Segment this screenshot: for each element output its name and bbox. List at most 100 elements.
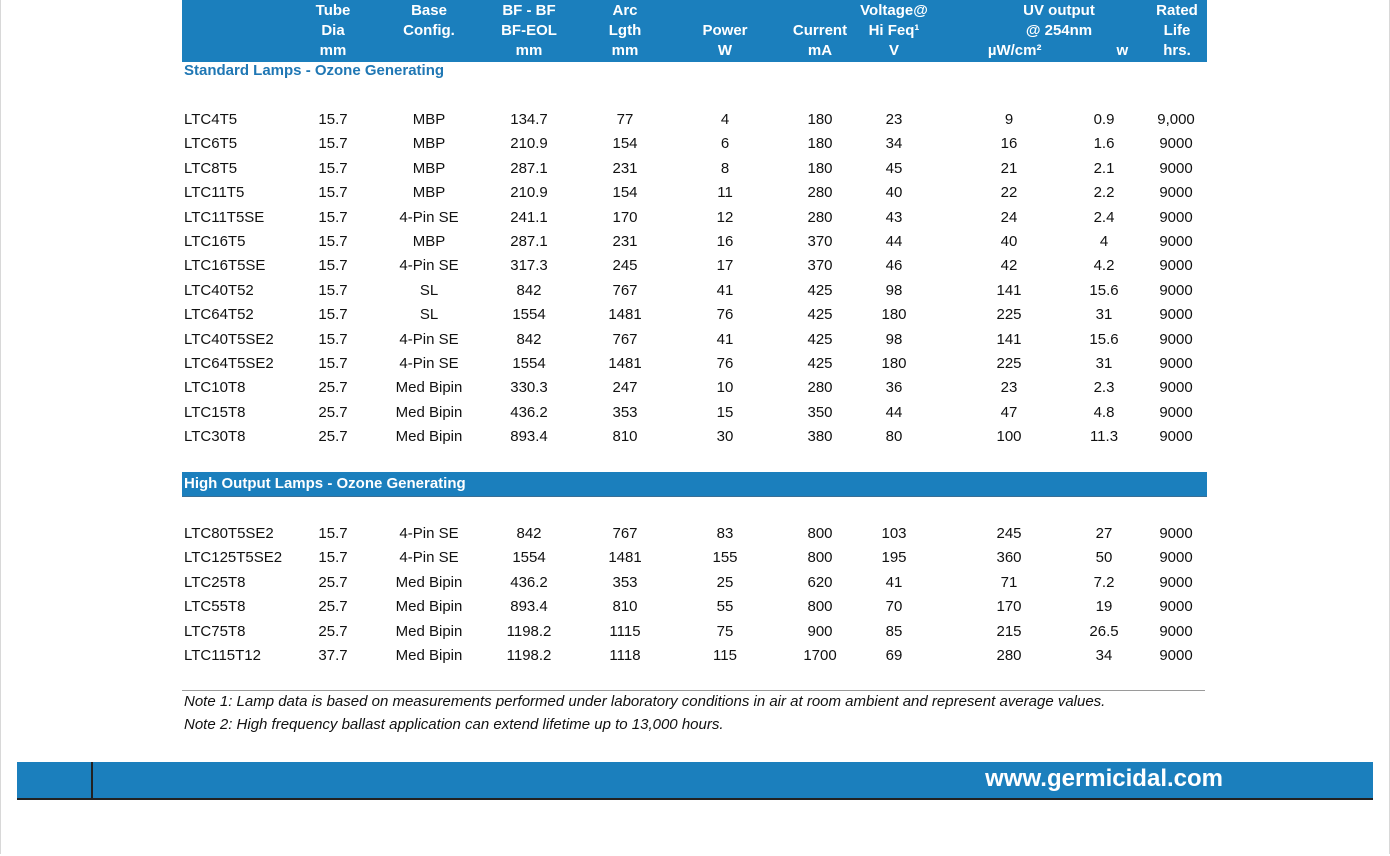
arc-length-cell: 767 (612, 330, 638, 348)
uv-output-cell: 225 (996, 306, 1022, 324)
bf-length-cell: 134.7 (510, 111, 548, 128)
arc-length-cell: 77 (616, 111, 634, 128)
power-cell: 16 (716, 233, 734, 250)
power-cell: 25 (716, 573, 734, 591)
power-cell: 76 (716, 355, 734, 372)
table-row: LTC16T5 15.7 MBP 287.1 231 16 370 44 40 4 9000 (0, 230, 1390, 254)
model-cell: LTC125T5SE2 (184, 549, 283, 567)
current-cell: 180 (807, 111, 833, 128)
rated-life-cell: 9000 (1159, 647, 1193, 664)
rated-life-cell: 9000 (1159, 598, 1193, 616)
note-1: Note 1: Lamp data is based on measuremen… (184, 693, 1106, 710)
rated-life-cell: 9000 (1159, 330, 1193, 348)
tube-dia-cell: 15.7 (318, 281, 348, 299)
base-config-cell: Med Bipin (395, 403, 463, 421)
uv-watts-cell: 50 (1095, 549, 1113, 567)
voltage-cell: 70 (885, 598, 903, 616)
rated-life-cell: 9000 (1159, 549, 1193, 567)
voltage-cell: 180 (881, 355, 907, 372)
bf-length-cell: 1554 (512, 549, 546, 567)
arc-length-cell: 810 (612, 428, 638, 446)
uv-watts-cell: 26.5 (1089, 622, 1119, 640)
bf-length-cell: 330.3 (510, 379, 548, 397)
model-cell: LTC55T8 (184, 598, 246, 616)
table-header: Tube Dia mm Base Config. BF - BF BF-EOL mm Ar… (182, 0, 1207, 62)
voltage-cell: 46 (885, 257, 903, 275)
base-config-cell: MBP (412, 135, 446, 153)
rated-life-cell: 9000 (1159, 428, 1193, 446)
uv-output-cell: 141 (996, 281, 1022, 299)
current-cell: 620 (807, 573, 833, 591)
voltage-cell: 45 (885, 159, 903, 177)
tube-dia-cell: 37.7 (318, 647, 348, 664)
current-cell: 280 (807, 184, 833, 202)
tube-dia-cell: 15.7 (318, 306, 348, 324)
uv-watts-cell: 4 (1099, 233, 1109, 250)
model-cell: LTC11T5 (184, 184, 245, 202)
header-uv-units: µW/cm² w (987, 42, 1129, 59)
voltage-cell: 69 (885, 647, 903, 664)
arc-length-cell: 1118 (609, 647, 641, 664)
bf-length-cell: 842 (516, 281, 542, 299)
uv-output-cell: 47 (1000, 403, 1018, 421)
footer-website-link[interactable]: www.germicidal.com (985, 765, 1223, 792)
power-cell: 11 (717, 184, 733, 202)
arc-length-cell: 767 (612, 281, 638, 299)
arc-length-cell: 247 (612, 379, 638, 397)
voltage-cell: 85 (885, 622, 903, 640)
table-row: LTC75T8 25.7 Med Bipin 1198.2 1115 75 900 85 215… (0, 620, 1390, 644)
model-cell: LTC8T5 (184, 159, 238, 177)
power-cell: 83 (716, 525, 734, 542)
uv-watts-cell: 15.6 (1089, 330, 1119, 348)
model-cell: LTC80T5SE2 (184, 525, 274, 542)
model-cell: LTC64T5SE2 (184, 355, 274, 372)
tube-dia-cell: 15.7 (318, 208, 348, 226)
uv-watts-cell: 4.2 (1093, 257, 1115, 275)
power-cell: 41 (716, 281, 734, 299)
voltage-cell: 80 (885, 428, 903, 446)
power-cell: 155 (712, 549, 738, 567)
current-cell: 280 (807, 379, 833, 397)
arc-length-cell: 1481 (608, 355, 642, 372)
rated-life-cell: 9000 (1159, 257, 1193, 275)
voltage-cell: 98 (885, 281, 903, 299)
table-row: LTC125T5SE2 15.7 4-Pin SE 1554 1481 155 800 195… (0, 546, 1390, 570)
table-row: LTC15T8 25.7 Med Bipin 436.2 353 15 350 44 47 4.8… (0, 401, 1390, 425)
uv-watts-cell: 11.3 (1089, 428, 1119, 446)
uv-output-cell: 141 (996, 330, 1022, 348)
model-cell: LTC75T8 (184, 622, 246, 640)
tube-dia-cell: 25.7 (318, 622, 348, 640)
arc-length-cell: 231 (612, 159, 638, 177)
power-cell: 4 (720, 111, 730, 128)
current-cell: 370 (807, 257, 833, 275)
uv-watts-cell: 27 (1095, 525, 1113, 542)
current-cell: 425 (807, 355, 833, 372)
uv-watts-cell: 4.8 (1093, 403, 1115, 421)
table-row: LTC8T5 15.7 MBP 287.1 231 8 180 45 21 2.1 9000 (0, 157, 1390, 181)
rated-life-cell: 9000 (1159, 403, 1193, 421)
rated-life-cell: 9000 (1159, 281, 1193, 299)
header-rated-life: Rated Life hrs. (1156, 2, 1198, 59)
base-config-cell: MBP (412, 233, 446, 250)
voltage-cell: 36 (885, 379, 903, 397)
power-cell: 55 (716, 598, 734, 616)
uv-output-cell: 42 (1000, 257, 1018, 275)
table-row: LTC16T5SE 15.7 4-Pin SE 317.3 245 17 370 46 42 4.… (0, 254, 1390, 278)
arc-length-cell: 245 (612, 257, 638, 275)
current-cell: 800 (807, 549, 833, 567)
tube-dia-cell: 25.7 (318, 403, 348, 421)
model-cell: LTC115T12 (184, 647, 261, 664)
section-title-high-output: High Output Lamps - Ozone Generating (184, 475, 466, 492)
table-row: LTC40T5SE2 15.7 4-Pin SE 842 767 41 425 98 141 15… (0, 328, 1390, 352)
uv-output-cell: 40 (1000, 233, 1018, 250)
model-cell: LTC16T5 (184, 233, 246, 250)
uv-output-cell: 23 (1000, 379, 1018, 397)
table-row: LTC40T52 15.7 SL 842 767 41 425 98 141 15.6 9000 (0, 279, 1390, 303)
table-row: LTC4T5 15.7 MBP 134.7 77 4 180 23 9 0.9 9,000 (0, 108, 1390, 132)
rated-life-cell: 9000 (1159, 135, 1193, 153)
current-cell: 280 (807, 208, 833, 226)
table-row: LTC64T5SE2 15.7 4-Pin SE 1554 1481 76 425 180 22… (0, 352, 1390, 376)
rated-life-cell: 9000 (1159, 233, 1193, 250)
current-cell: 350 (807, 403, 833, 421)
bf-length-cell: 436.2 (510, 403, 548, 421)
